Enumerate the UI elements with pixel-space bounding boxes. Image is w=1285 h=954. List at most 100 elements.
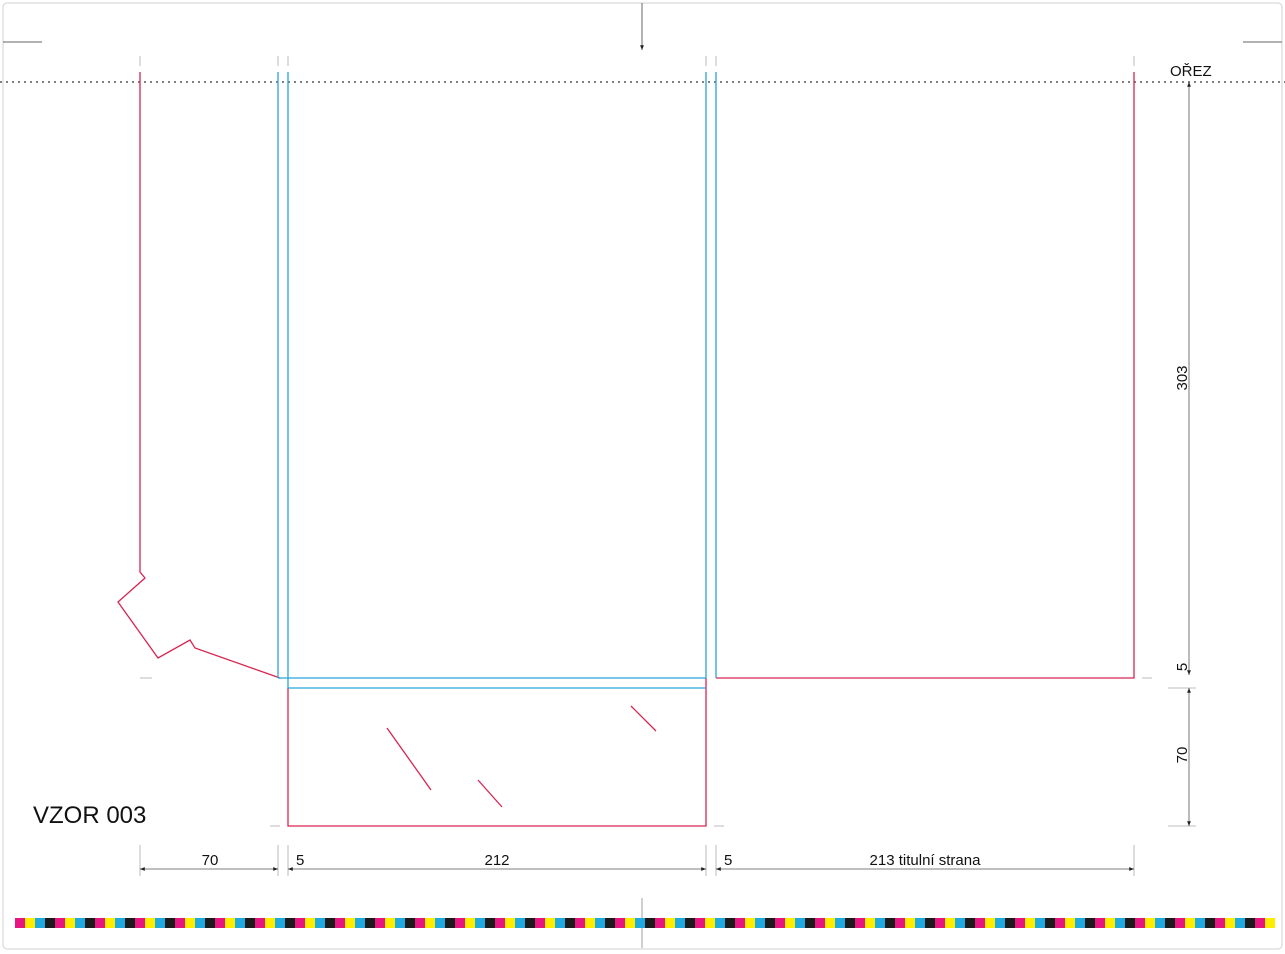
template-name: VZOR 003 [33,802,146,829]
dimension-extensions [139,845,1135,876]
color-bar-swatch [345,918,355,928]
color-bar-swatch [895,918,905,928]
color-bar-swatch [1205,918,1215,928]
color-bar-swatch [525,918,535,928]
color-bar-swatch [215,918,225,928]
color-bar-swatch [135,918,145,928]
color-bar-swatch [1105,918,1115,928]
color-bar-swatch [545,918,555,928]
color-bar-swatch [415,918,425,928]
dim-label-height: 303 [1174,365,1191,390]
trim-label: OŘEZ [1170,63,1212,80]
color-bar-swatch [105,918,115,928]
color-bar-swatch [805,918,815,928]
color-bar-swatch [245,918,255,928]
color-bar-swatch [1025,918,1035,928]
color-bar-swatch [335,918,345,928]
color-bar-swatch [1175,918,1185,928]
color-bar-swatch [515,918,525,928]
color-bar-swatch [625,918,635,928]
color-bar-swatch [745,918,755,928]
color-bar-swatch [1085,918,1095,928]
color-bar-swatch [865,918,875,928]
color-bar-swatch [965,918,975,928]
color-bar-swatch [855,918,865,928]
color-bar-swatch [315,918,325,928]
color-bar-swatch [1035,918,1045,928]
color-bar-swatch [395,918,405,928]
color-bar-swatch [665,918,675,928]
color-bar-swatch [535,918,545,928]
color-bar-swatch [285,918,295,928]
color-bar-swatch [585,918,595,928]
color-bar-swatch [725,918,735,928]
color-bar-swatch [685,918,695,928]
color-bar-swatch [945,918,955,928]
color-bar-swatch [385,918,395,928]
color-bar-swatch [595,918,605,928]
color-bar-swatch [85,918,95,928]
color-bar-swatch [305,918,315,928]
color-bar-swatch [455,918,465,928]
color-bar-swatch [1075,918,1085,928]
vertical-extensions [1168,687,1196,827]
color-bar-swatch [465,918,475,928]
color-bar-swatch [175,918,185,928]
dim-label-inner: 212 [484,852,509,869]
color-bar-swatch [405,918,415,928]
color-bar-swatch [1125,918,1135,928]
color-bar-swatch [1045,918,1055,928]
dim-label-cover: 213 titulní strana [870,852,982,869]
color-bar-swatch [925,918,935,928]
color-bar-swatch [1135,918,1145,928]
card-slit [477,779,503,808]
color-bar-swatch [375,918,385,928]
color-bar-swatch [1265,918,1275,928]
color-bar-swatch [365,918,375,928]
color-bar-swatch [1065,918,1075,928]
color-bar-swatch [95,918,105,928]
color-bar-swatch [765,918,775,928]
color-bar-swatch [325,918,335,928]
color-bar-swatch [1055,918,1065,928]
color-bar-swatch [1115,918,1125,928]
color-bar-swatch [875,918,885,928]
color-bar-swatch [735,918,745,928]
color-bar-swatch [115,918,125,928]
cover-cut [716,72,1135,679]
color-bar-swatch [825,918,835,928]
dim-label-pocket: 70 [1174,747,1191,764]
color-bar-swatch [1155,918,1165,928]
color-bar-swatch [1225,918,1235,928]
color-bar-swatch [775,918,785,928]
fold-lines [277,72,717,689]
color-bar-swatch [75,918,85,928]
color-bar-swatch [575,918,585,928]
color-bar-swatch [155,918,165,928]
color-bar-swatch [275,918,285,928]
color-bar-swatch [425,918,435,928]
color-bar-swatch [265,918,275,928]
dim-label-spine-left: 5 [296,852,304,869]
color-bar-swatch [1015,918,1025,928]
dim-label-spine-right: 5 [724,852,732,869]
color-bar-swatch [225,918,235,928]
card-slit [386,727,432,791]
color-bar-swatch [1235,918,1245,928]
color-bar [15,918,1275,928]
color-bar-swatch [25,918,35,928]
color-bar-swatch [1185,918,1195,928]
color-bar-swatch [205,918,215,928]
top-ticks [139,56,1152,827]
color-bar-swatch [45,918,55,928]
color-bar-swatch [165,918,175,928]
color-bar-swatch [485,918,495,928]
color-bar-swatch [15,918,25,928]
color-bar-swatch [445,918,455,928]
color-bar-swatch [435,918,445,928]
color-bar-swatch [555,918,565,928]
color-bar-swatch [705,918,715,928]
color-bar-swatch [975,918,985,928]
color-bar-swatch [755,918,765,928]
